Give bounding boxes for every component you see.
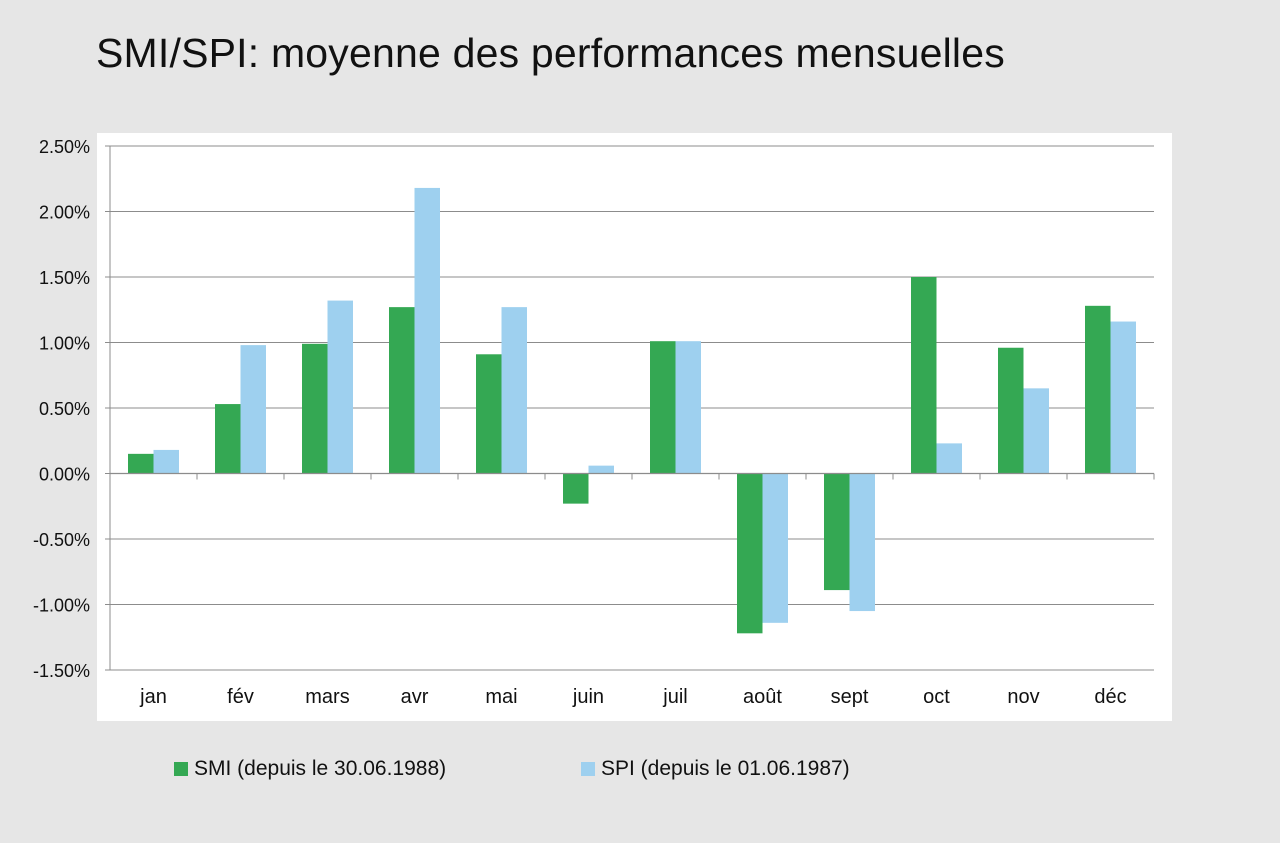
legend: SMI (depuis le 30.06.1988) SPI (depuis l… bbox=[0, 757, 1280, 787]
bar-smi bbox=[737, 473, 763, 634]
x-tick-label: mai bbox=[485, 686, 517, 708]
legend-swatch-spi bbox=[581, 762, 595, 776]
bar-smi bbox=[1085, 305, 1111, 474]
bar-spi bbox=[153, 449, 179, 474]
bar-spi bbox=[501, 307, 527, 474]
bar-spi bbox=[675, 341, 701, 474]
chart-title: SMI/SPI: moyenne des performances mensue… bbox=[96, 30, 1005, 76]
bar-spi bbox=[588, 465, 614, 474]
x-tick-label: juin bbox=[572, 686, 604, 708]
x-tick-label: déc bbox=[1094, 686, 1126, 708]
bars bbox=[128, 187, 1136, 634]
bar-spi bbox=[327, 300, 353, 474]
bar-spi bbox=[936, 443, 962, 474]
bar-spi bbox=[849, 473, 875, 612]
bar-smi bbox=[215, 404, 241, 474]
x-tick-label: août bbox=[743, 686, 782, 708]
y-tick-label: 0.00% bbox=[39, 465, 90, 485]
bar-smi bbox=[389, 307, 415, 474]
y-tick-label: 1.50% bbox=[39, 268, 90, 288]
y-tick-label: -1.00% bbox=[33, 596, 90, 616]
x-tick-label: oct bbox=[923, 686, 950, 708]
bar-smi bbox=[128, 453, 154, 474]
y-tick-label: 2.50% bbox=[39, 137, 90, 157]
legend-swatch-smi bbox=[174, 762, 188, 776]
bar-spi bbox=[240, 345, 266, 474]
x-tick-label: avr bbox=[401, 686, 429, 708]
tick-labels: 2.50% 2.00% 1.50% 1.00% 0.50% 0.00% -0.50% -1.0… bbox=[33, 137, 1127, 708]
x-tick-label: nov bbox=[1007, 686, 1039, 708]
bar-smi bbox=[302, 343, 328, 474]
x-tick-label: sept bbox=[831, 686, 869, 708]
x-tick-label: jan bbox=[139, 686, 167, 708]
bar-smi bbox=[824, 473, 850, 591]
bar-spi bbox=[762, 473, 788, 623]
x-tick-label: fév bbox=[227, 686, 254, 708]
bar-smi bbox=[650, 341, 676, 474]
bar-spi bbox=[1110, 321, 1136, 474]
bar-smi bbox=[911, 277, 937, 474]
grid-lines bbox=[110, 145, 1154, 671]
legend-item-smi: SMI (depuis le 30.06.1988) bbox=[174, 757, 446, 781]
legend-item-spi: SPI (depuis le 01.06.1987) bbox=[581, 757, 850, 781]
plot-panel bbox=[97, 133, 1172, 721]
bar-smi bbox=[998, 347, 1024, 474]
legend-label-smi: SMI (depuis le 30.06.1988) bbox=[194, 757, 447, 780]
bar-spi bbox=[1023, 388, 1049, 474]
y-tick-label: -0.50% bbox=[33, 530, 90, 550]
y-tick-label: 0.50% bbox=[39, 399, 90, 419]
legend-label-spi: SPI (depuis le 01.06.1987) bbox=[601, 757, 850, 780]
y-tick-label: 1.00% bbox=[39, 334, 90, 354]
y-tick-label: -1.50% bbox=[33, 661, 90, 681]
bar-smi bbox=[476, 354, 502, 474]
bar-spi bbox=[414, 187, 440, 474]
x-tick-label: mars bbox=[305, 686, 349, 708]
bar-smi bbox=[563, 473, 589, 504]
axes bbox=[105, 145, 1155, 671]
y-tick-label: 2.00% bbox=[39, 203, 90, 223]
x-tick-label: juil bbox=[662, 686, 687, 708]
